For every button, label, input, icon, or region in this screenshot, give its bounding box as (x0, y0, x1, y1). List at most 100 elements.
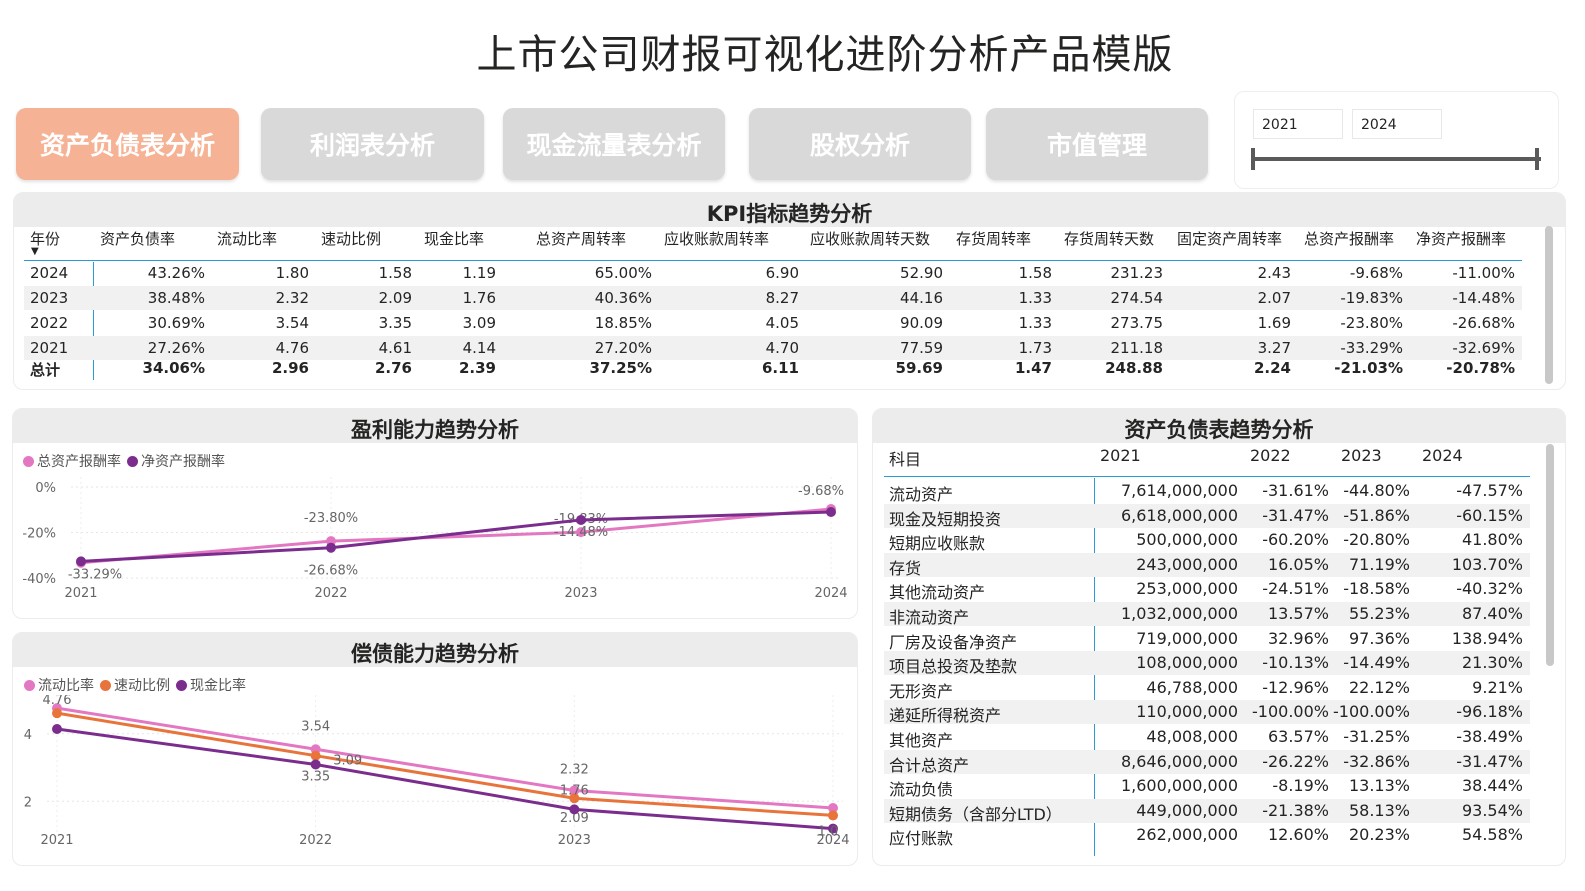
kpi-cell: 30.69% (147, 314, 205, 332)
bs-cell: 103.70% (1451, 554, 1523, 574)
kpi-cell: 2.43 (1257, 264, 1291, 282)
profitability-chart-title: 盈利能力趋势分析 (13, 409, 857, 443)
legend-cash-label[interactable]: 现金比率 (190, 678, 246, 694)
bs-cell: 32.96% (1267, 628, 1329, 648)
legend-roe-label[interactable]: 净资产报酬率 (141, 454, 225, 470)
bs-header-item[interactable]: 科目 (889, 450, 922, 469)
kpi-scrollbar[interactable] (1545, 226, 1553, 384)
legend-quick-label[interactable]: 速动比例 (114, 678, 170, 694)
kpi-cell: -19.83% (1340, 289, 1403, 307)
solvency-line-chart[interactable]: 4 2 2021 2022 2023 2024 4.76 3.54 2.32 3.35 2.09 3.… (12, 695, 858, 860)
bs-cell: -31.61% (1262, 481, 1329, 500)
bs-table-row[interactable]: 厂房及设备净资产 719,000,000 32.96% 97.36% 138.94% (884, 627, 1530, 652)
kpi-header-cell[interactable]: 净资产报酬率 (1416, 230, 1507, 248)
bs-table-row[interactable]: 合计总资产 8,646,000,000 -26.22% -32.86% -31.47% (884, 749, 1530, 775)
slider-handle-start[interactable] (1251, 148, 1255, 170)
bs-row-label: 合计总资产 (889, 755, 970, 775)
bs-row-label: 短期应收账款 (889, 534, 986, 554)
bs-cell: 449,000,000 (1136, 800, 1238, 820)
bs-table-row[interactable]: 短期债务（含部分LTD） 449,000,000 -21.38% 58.13% 93.5… (884, 798, 1530, 824)
kpi-cell: 1.80 (275, 264, 309, 282)
bs-table-row[interactable]: 递延所得税资产 110,000,000 -100.00% -100.00% -96.18… (884, 700, 1530, 725)
y-tick-label: -40% (22, 572, 56, 587)
x-tick-label: 2024 (814, 586, 847, 601)
bs-header-2023[interactable]: 2023 (1341, 446, 1382, 465)
slider-track[interactable] (1253, 157, 1541, 161)
kpi-cell: 1.58 (378, 264, 412, 282)
bs-cell: -60.15% (1456, 505, 1523, 525)
bs-cell: 1,032,000,000 (1120, 604, 1238, 623)
bs-cell: 55.23% (1348, 604, 1410, 623)
series-line (56, 711, 834, 817)
nav-cash-flow-button[interactable]: 现金流量表分析 (503, 108, 725, 180)
bs-header-2024[interactable]: 2024 (1422, 446, 1463, 465)
x-tick-label: 2021 (40, 833, 73, 848)
bs-table-row[interactable]: 存货 243,000,000 16.05% 71.19% 103.70% (884, 552, 1530, 578)
bs-cell: -100.00% (1252, 702, 1329, 722)
bs-cell: 138.94% (1451, 628, 1523, 648)
kpi-header-cell[interactable]: 应收账款周转天数 (810, 230, 931, 248)
profitability-legend: 总资产报酬率 净资产报酬率 (23, 451, 225, 471)
bs-header-2021[interactable]: 2021 (1100, 446, 1141, 465)
nav-income-statement-button[interactable]: 利润表分析 (261, 108, 484, 180)
kpi-header-cell[interactable]: 速动比例 (321, 230, 382, 248)
kpi-header-cell[interactable]: 固定资产周转率 (1177, 230, 1283, 248)
profitability-line-chart[interactable]: 0% -20% -40% 2021 2022 2023 2024 -33.29% -23.80%… (12, 470, 858, 610)
kpi-header-cell[interactable]: 存货周转率 (956, 230, 1032, 248)
bs-table-row[interactable]: 短期应收账款 500,000,000 -60.20% -20.80% 41.80% (884, 528, 1530, 554)
bs-table-row[interactable]: 流动资产 7,614,000,000 -31.61% -44.80% -47.57% (884, 479, 1530, 504)
bs-table-row[interactable]: 现金及短期投资 6,618,000,000 -31.47% -51.86% -60.15… (884, 503, 1530, 529)
slider-handle-end[interactable] (1535, 148, 1539, 170)
kpi-cell: 273.75 (1110, 314, 1164, 332)
kpi-cell: 1.33 (1018, 314, 1052, 332)
legend-current-label[interactable]: 流动比率 (38, 678, 94, 694)
nav-equity-button[interactable]: 股权分析 (749, 108, 971, 180)
bs-table-row[interactable]: 应付账款 262,000,000 12.60% 20.23% 54.58% (884, 823, 1530, 848)
kpi-header-cell[interactable]: 资产负债率 (100, 230, 176, 248)
bs-table-row[interactable]: 其他资产 48,008,000 63.57% -31.25% -38.49% (884, 725, 1530, 750)
bs-row-label: 短期债务（含部分LTD） (889, 804, 1062, 824)
bs-table-row[interactable]: 流动负债 1,600,000,000 -8.19% 13.13% 38.44% (884, 774, 1530, 799)
year-to-input[interactable]: 2024 (1352, 109, 1442, 139)
kpi-cell: 2.96 (271, 359, 309, 377)
sort-down-icon[interactable]: ▼ (31, 246, 39, 257)
bs-cell: 253,000,000 (1136, 579, 1238, 599)
nav-balance-sheet-button[interactable]: 资产负债表分析 (16, 108, 239, 180)
kpi-cell: -26.68% (1452, 314, 1515, 332)
kpi-row-year: 2024 (30, 264, 69, 282)
kpi-header-cell[interactable]: 应收账款周转率 (664, 230, 770, 248)
bs-table-row[interactable]: 无形资产 46,788,000 -12.96% 22.12% 9.21% (884, 676, 1530, 701)
nav-market-value-button[interactable]: 市值管理 (986, 108, 1208, 180)
kpi-header-cell[interactable]: 总资产报酬率 (1304, 230, 1395, 248)
kpi-cell: 59.69 (895, 359, 943, 377)
bs-cell: 22.12% (1348, 677, 1410, 697)
kpi-header-year[interactable]: 年份 (30, 230, 61, 248)
kpi-header-cell[interactable]: 现金比率 (424, 230, 485, 248)
y-tick-label: 0% (35, 481, 56, 496)
kpi-header-cell[interactable]: 总资产周转率 (536, 230, 627, 248)
legend-roa-dot (23, 455, 34, 467)
bs-cell: -100.00% (1333, 702, 1410, 722)
kpi-cell: -14.48% (1452, 289, 1515, 307)
kpi-header-cell[interactable]: 存货周转天数 (1064, 230, 1155, 248)
bs-table-row[interactable]: 其他流动资产 253,000,000 -24.51% -18.58% -40.32% (884, 577, 1530, 602)
data-label: 3.09 (333, 753, 362, 768)
bs-header-2022[interactable]: 2022 (1250, 446, 1291, 465)
kpi-cell: 8.27 (765, 289, 799, 307)
kpi-cell: -20.78% (1446, 359, 1515, 377)
kpi-cell: 3.09 (462, 314, 496, 332)
kpi-cell: -23.80% (1340, 314, 1403, 332)
bs-table-row[interactable]: 非流动资产 1,032,000,000 13.57% 55.23% 87.40% (884, 602, 1530, 627)
legend-roa-label[interactable]: 总资产报酬率 (37, 454, 121, 470)
kpi-cell: 1.19 (462, 264, 496, 282)
year-from-input[interactable]: 2021 (1253, 109, 1343, 139)
bs-cell: -96.18% (1456, 702, 1523, 722)
data-label: 2.09 (560, 811, 589, 826)
kpi-table-title: KPI指标趋势分析 (14, 193, 1565, 227)
kpi-cell: -11.00% (1452, 264, 1515, 282)
bs-table-row[interactable]: 项目总投资及垫款 108,000,000 -10.13% -14.49% 21.30% (884, 651, 1530, 676)
kpi-header-cell[interactable]: 流动比率 (217, 230, 278, 248)
bs-cell: 63.57% (1267, 727, 1329, 746)
kpi-cell: 6.11 (761, 359, 799, 377)
bs-scrollbar[interactable] (1546, 444, 1554, 666)
